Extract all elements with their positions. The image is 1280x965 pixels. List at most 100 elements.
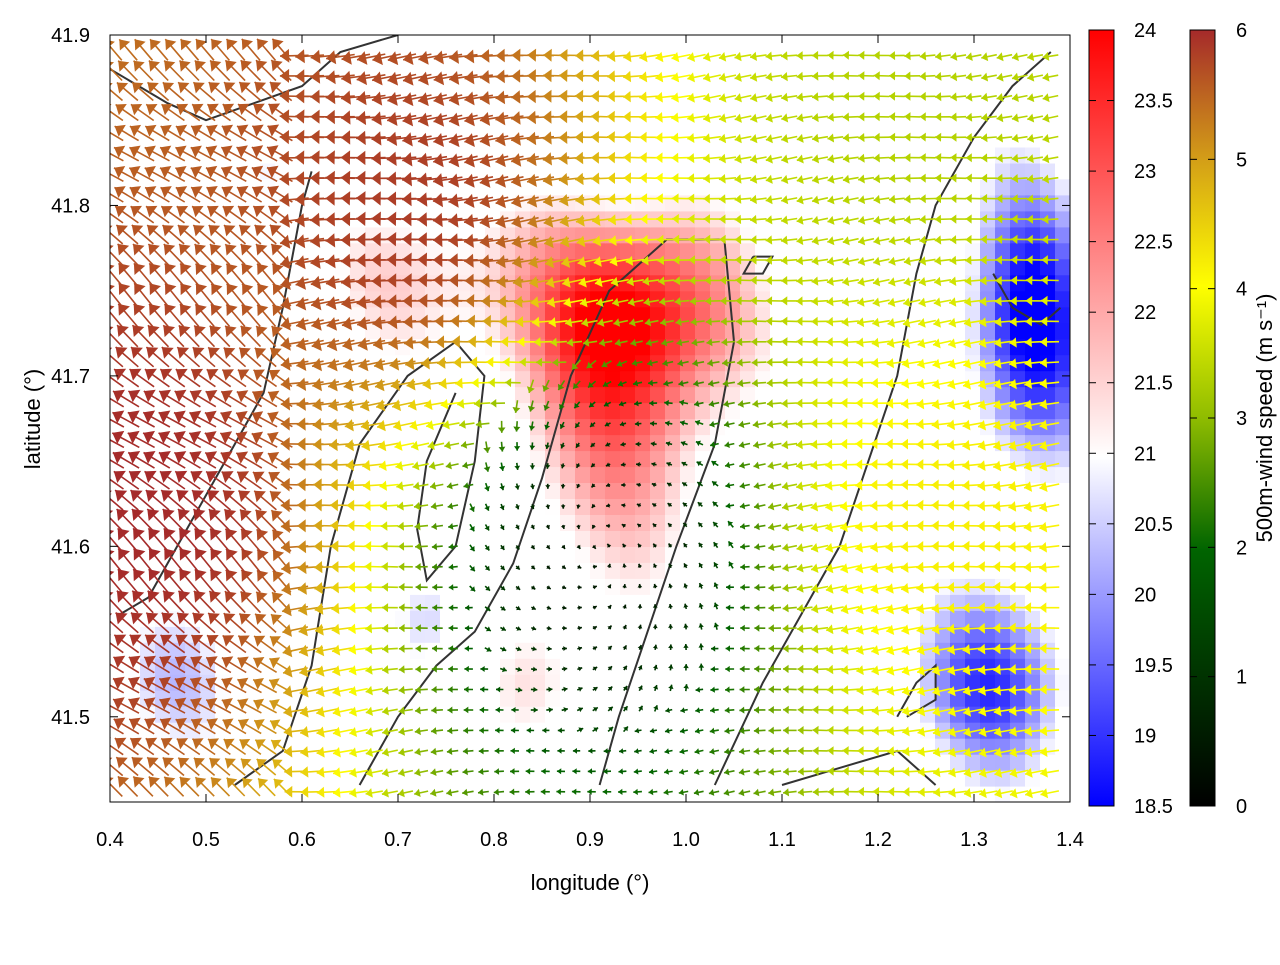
heatmap-cell [740, 530, 756, 547]
heatmap-cell [935, 35, 951, 52]
heatmap-cell [425, 706, 441, 723]
heatmap-cell [515, 610, 531, 627]
heatmap-cell [500, 674, 516, 691]
heatmap-cell [410, 35, 426, 52]
heatmap-cell [545, 706, 561, 723]
heatmap-cell [440, 610, 456, 627]
heatmap-cell [635, 754, 651, 771]
heatmap-cell [725, 610, 741, 627]
heatmap-cell [395, 466, 411, 483]
heatmap-cell [965, 179, 981, 196]
heatmap-cell [575, 530, 591, 547]
heatmap-cell [680, 451, 696, 468]
heatmap-cell [590, 642, 606, 659]
heatmap-cell [545, 674, 561, 691]
heatmap-cell [1055, 355, 1071, 372]
heatmap-cell [590, 626, 606, 643]
heatmap-cell [605, 514, 621, 531]
heatmap-cell [815, 530, 831, 547]
heatmap-cell [545, 610, 561, 627]
heatmap-cell [1040, 35, 1056, 52]
heatmap-cell [935, 131, 951, 148]
heatmap-cell [425, 546, 441, 563]
heatmap-cell [1010, 291, 1026, 308]
heatmap-cell [560, 323, 576, 340]
heatmap-cell [650, 498, 666, 515]
heatmap-cell [530, 786, 546, 803]
heatmap-cell [500, 610, 516, 627]
heatmap-cell [995, 243, 1011, 260]
heatmap-cell [320, 514, 336, 531]
heatmap-cell [185, 786, 201, 803]
heatmap-cell [425, 514, 441, 531]
heatmap-cell [200, 355, 216, 372]
heatmap-cell [590, 722, 606, 739]
heatmap-cell [485, 482, 501, 499]
heatmap-cell [455, 466, 471, 483]
heatmap-cell [305, 466, 321, 483]
heatmap-cell [980, 387, 996, 404]
heatmap-cell [605, 594, 621, 611]
heatmap-cell [590, 786, 606, 803]
heatmap-cell [815, 35, 831, 52]
heatmap-cell [470, 754, 486, 771]
heatmap-cell [1055, 674, 1071, 691]
heatmap-cell [1055, 163, 1071, 180]
heatmap-cell [605, 387, 621, 404]
heatmap-cell [1055, 179, 1071, 196]
heatmap-cell [650, 482, 666, 499]
heatmap-cell [1010, 35, 1026, 52]
heatmap-cell [920, 51, 936, 68]
heatmap-cell [1040, 530, 1056, 547]
heatmap-cell [845, 419, 861, 436]
heatmap-cell [560, 674, 576, 691]
heatmap-cell [740, 562, 756, 579]
heatmap-cell [635, 514, 651, 531]
heatmap-cell [425, 690, 441, 707]
heatmap-cell [560, 466, 576, 483]
heatmap-cell [1025, 754, 1041, 771]
heatmap-cell [485, 562, 501, 579]
heatmap-cell [1055, 770, 1071, 787]
heatmap-cell [1055, 291, 1071, 308]
heatmap-cell [785, 275, 801, 292]
heatmap-cell [905, 243, 921, 260]
heatmap-cell [1055, 642, 1071, 659]
heatmap-cell [845, 243, 861, 260]
heatmap-cell [695, 514, 711, 531]
heatmap-cell [1040, 275, 1056, 292]
heatmap-cell [530, 658, 546, 675]
heatmap-cell [1010, 754, 1026, 771]
heatmap-cell [905, 51, 921, 68]
heatmap-cell [560, 770, 576, 787]
heatmap-cell [740, 642, 756, 659]
heatmap-cell [725, 466, 741, 483]
heatmap-cell [725, 530, 741, 547]
heatmap-cell [425, 642, 441, 659]
heatmap-cell [995, 163, 1011, 180]
heatmap-cell [290, 754, 306, 771]
heatmap-cell [605, 786, 621, 803]
heatmap-cell [800, 99, 816, 116]
heatmap-cell [335, 754, 351, 771]
heatmap-cell [1010, 227, 1026, 244]
heatmap-cell [1055, 51, 1071, 68]
heatmap-cell [770, 754, 786, 771]
heatmap-cell [665, 626, 681, 643]
heatmap-cell [695, 642, 711, 659]
heatmap-cell [830, 403, 846, 420]
heatmap-cell [1010, 658, 1026, 675]
heatmap-cell [620, 626, 636, 643]
heatmap-cell [590, 435, 606, 452]
heatmap-cell [380, 546, 396, 563]
heatmap-cell [800, 35, 816, 52]
heatmap-cell [665, 451, 681, 468]
heatmap-cell [755, 323, 771, 340]
heatmap-cell [890, 35, 906, 52]
heatmap-cell [785, 243, 801, 260]
heatmap-cell [890, 99, 906, 116]
heatmap-cell [680, 658, 696, 675]
heatmap-cell [455, 35, 471, 52]
heatmap-cell [665, 35, 681, 52]
heatmap-cell [740, 658, 756, 675]
